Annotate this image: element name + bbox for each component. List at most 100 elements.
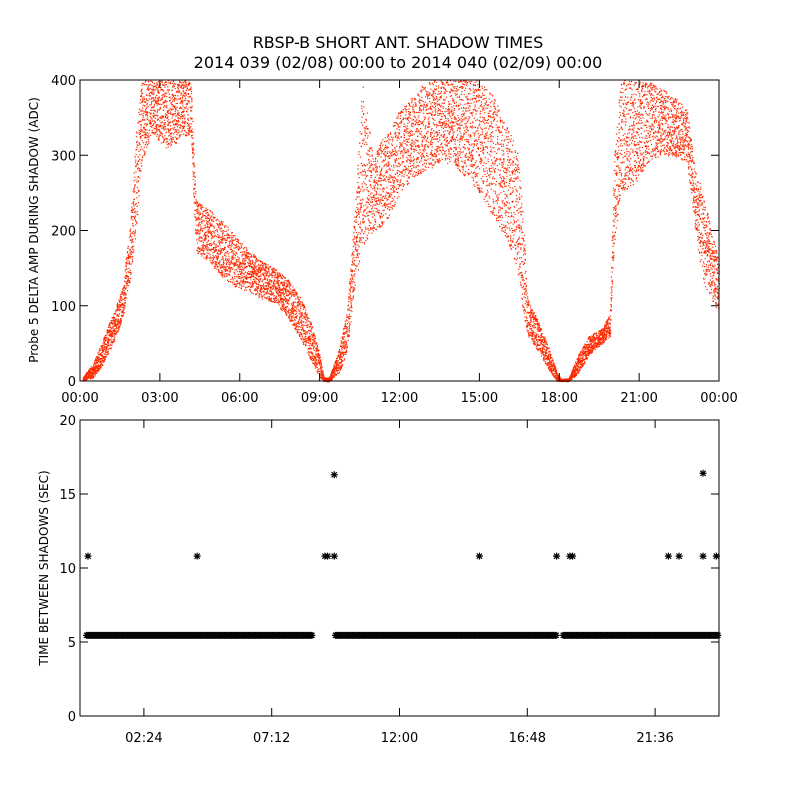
top-data-point xyxy=(111,341,113,343)
top-data-point xyxy=(215,245,217,247)
top-data-point xyxy=(211,231,213,233)
top-data-point xyxy=(153,105,155,107)
top-data-point xyxy=(268,271,270,273)
top-data-point xyxy=(120,323,122,325)
top-data-point xyxy=(225,239,227,241)
top-data-point xyxy=(113,316,115,318)
top-data-point xyxy=(145,110,147,112)
top-data-point xyxy=(363,174,365,176)
top-data-point xyxy=(236,238,239,240)
top-data-point xyxy=(133,249,135,251)
top-data-point xyxy=(225,255,227,257)
top-data-point xyxy=(221,272,223,274)
top-data-point xyxy=(289,296,291,298)
top-data-point xyxy=(234,269,236,271)
top-data-point xyxy=(155,125,157,127)
top-data-point xyxy=(196,210,198,213)
top-data-point xyxy=(178,80,181,82)
top-data-point xyxy=(249,261,251,263)
top-data-point xyxy=(188,125,190,127)
top-data-point xyxy=(127,251,129,253)
top-data-point xyxy=(302,337,304,339)
top-data-point xyxy=(222,221,224,223)
top-data-point xyxy=(90,376,92,378)
top-data-point xyxy=(160,133,163,135)
top-data-point xyxy=(119,301,121,304)
top-data-point xyxy=(267,276,269,278)
top-data-point xyxy=(117,318,119,320)
top-data-point xyxy=(241,275,243,277)
top-data-point xyxy=(228,244,230,246)
top-data-point xyxy=(272,282,274,284)
top-data-point xyxy=(303,321,305,323)
top-data-point xyxy=(151,109,153,111)
top-data-point xyxy=(173,140,176,143)
top-data-point xyxy=(357,249,359,251)
top-data-point xyxy=(170,125,172,127)
top-data-point xyxy=(201,245,203,247)
top-data-point xyxy=(256,278,258,281)
top-data-point xyxy=(197,213,199,215)
top-data-point xyxy=(177,88,179,90)
top-data-point xyxy=(191,99,193,101)
top-data-point xyxy=(250,286,252,288)
top-data-point xyxy=(223,261,225,264)
top-data-point xyxy=(358,186,360,188)
top-data-point xyxy=(144,119,146,121)
top-data-point xyxy=(256,269,258,271)
top-data-point xyxy=(189,130,191,132)
top-data-point xyxy=(311,339,313,341)
top-data-point xyxy=(127,247,129,249)
top-data-point xyxy=(222,271,224,273)
top-data-point xyxy=(234,276,236,278)
top-data-point xyxy=(321,378,323,381)
top-data-point xyxy=(174,127,176,129)
top-data-point xyxy=(175,109,177,111)
top-data-point xyxy=(223,265,225,267)
top-data-point xyxy=(274,287,276,289)
top-data-point xyxy=(133,203,135,205)
top-data-point xyxy=(118,299,120,301)
top-data-point xyxy=(143,126,145,128)
top-data-point xyxy=(254,277,257,279)
top-data-point xyxy=(99,354,101,356)
top-data-point xyxy=(212,248,214,250)
top-data-point xyxy=(311,333,313,335)
top-data-point xyxy=(246,278,248,280)
top-data-point xyxy=(287,286,289,288)
top-data-point xyxy=(153,120,155,122)
top-data-point xyxy=(181,122,183,124)
top-data-point xyxy=(237,248,239,250)
top-data-point xyxy=(168,143,170,145)
top-data-point xyxy=(195,202,197,204)
top-data-point xyxy=(223,262,225,265)
top-data-point xyxy=(357,208,359,210)
top-data-point xyxy=(178,114,180,116)
top-data-point xyxy=(195,199,197,201)
top-data-point xyxy=(257,273,259,275)
top-data-point xyxy=(152,87,154,89)
top-data-point xyxy=(139,149,141,151)
top-data-point xyxy=(126,276,128,278)
top-data-point xyxy=(108,334,110,336)
top-data-point xyxy=(202,206,204,208)
top-data-point xyxy=(158,124,160,126)
top-data-point xyxy=(252,271,254,273)
top-data-point xyxy=(113,325,115,327)
top-data-point xyxy=(353,235,355,237)
top-data-point xyxy=(186,104,188,106)
top-data-point xyxy=(257,269,259,271)
top-data-point xyxy=(314,338,316,340)
top-data-point xyxy=(299,302,301,304)
top-data-point xyxy=(365,201,367,203)
top-data-point xyxy=(205,238,207,240)
top-data-point xyxy=(276,289,278,291)
top-data-point xyxy=(216,223,218,225)
top-data-point xyxy=(349,323,351,325)
top-data-point xyxy=(124,280,126,282)
top-data-point xyxy=(93,362,95,365)
top-data-point xyxy=(228,259,230,261)
top-data-point xyxy=(116,315,118,317)
top-data-point xyxy=(167,86,169,88)
top-data-point xyxy=(98,356,100,358)
